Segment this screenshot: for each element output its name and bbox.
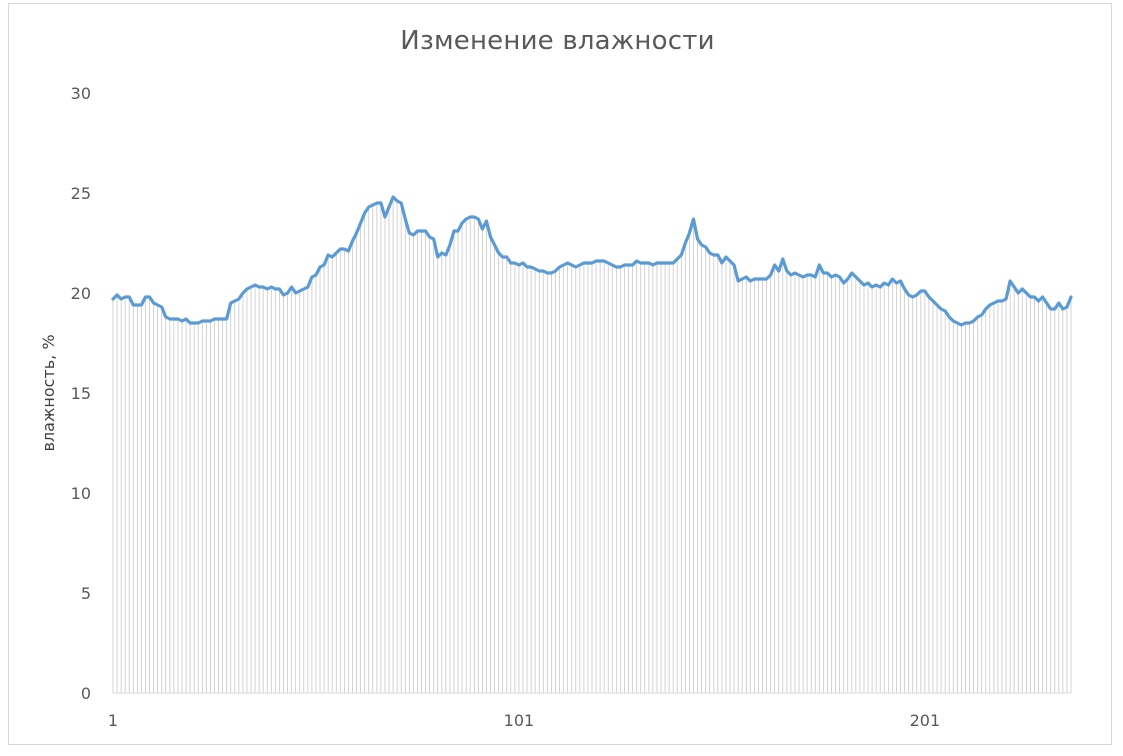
humidity-series-line (111, 195, 1073, 327)
drop-lines (112, 197, 1072, 693)
y-tick-label: 15 (71, 384, 91, 403)
y-axis-title: влажность, % (39, 334, 58, 451)
x-tick-labels: 1 101 201 (108, 711, 940, 730)
chart-frame (8, 3, 1112, 745)
chart-title: Изменение влажности (400, 26, 715, 56)
y-tick-label: 30 (71, 84, 91, 103)
x-tick-label: 101 (504, 711, 535, 730)
x-tick-label: 1 (108, 711, 118, 730)
x-tick-label: 201 (910, 711, 941, 730)
y-tick-label: 25 (71, 184, 91, 203)
y-tick-label: 10 (71, 484, 91, 503)
y-tick-label: 20 (71, 284, 91, 303)
y-tick-labels: 0 5 10 15 20 25 30 (71, 84, 91, 703)
y-tick-label: 5 (81, 584, 91, 603)
y-tick-label: 0 (81, 684, 91, 703)
